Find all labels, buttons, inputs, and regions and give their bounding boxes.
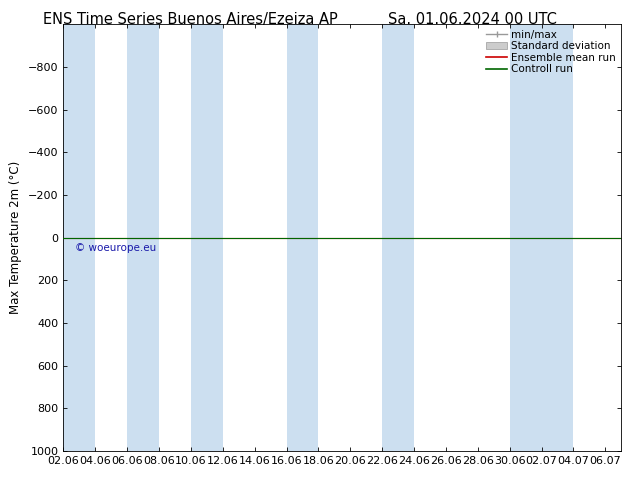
Legend: min/max, Standard deviation, Ensemble mean run, Controll run: min/max, Standard deviation, Ensemble me… [484, 27, 618, 76]
Bar [191, 24, 223, 451]
Text: ENS Time Series Buenos Aires/Ezeiza AP: ENS Time Series Buenos Aires/Ezeiza AP [43, 12, 337, 27]
Bar [382, 24, 414, 451]
Text: © woeurope.eu: © woeurope.eu [75, 243, 156, 253]
Bar [127, 24, 159, 451]
Bar [63, 24, 95, 451]
Bar [510, 24, 574, 451]
Y-axis label: Max Temperature 2m (°C): Max Temperature 2m (°C) [10, 161, 22, 314]
Bar [287, 24, 318, 451]
Text: Sa. 01.06.2024 00 UTC: Sa. 01.06.2024 00 UTC [388, 12, 557, 27]
